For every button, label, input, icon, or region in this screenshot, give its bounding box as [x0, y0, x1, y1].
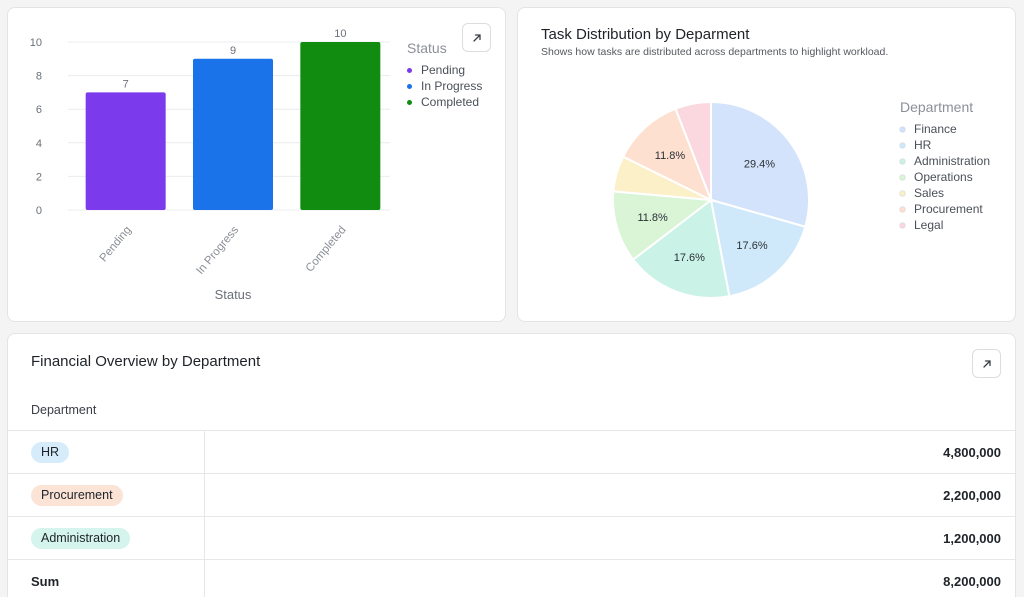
- pie-slice: [709, 198, 807, 298]
- bar: [300, 42, 381, 210]
- y-tick-label: 4: [36, 138, 42, 150]
- department-badge: HR: [31, 442, 70, 463]
- legend-item[interactable]: Operations: [900, 169, 990, 185]
- department-badge: Procurement: [31, 485, 123, 506]
- bar: [85, 92, 166, 210]
- pie-slice: [621, 107, 713, 203]
- legend-label: Procurement: [914, 202, 983, 216]
- y-tick-label: 6: [36, 104, 42, 116]
- amount-cell: 1,200,000: [943, 531, 1001, 546]
- sum-label: Sum: [31, 574, 60, 589]
- table-title: Financial Overview by Department: [31, 353, 261, 370]
- legend-dot: [900, 174, 905, 180]
- legend-label: Administration: [914, 154, 991, 168]
- bar-value-label: 7: [123, 78, 129, 90]
- legend-title: Department: [900, 99, 974, 115]
- arrow-up-right-icon: [472, 33, 481, 42]
- sum-row: Sum 8,200,000: [8, 559, 1015, 597]
- pie-slice-label: 29.4%: [744, 158, 775, 170]
- bar-value-label: 10: [334, 28, 346, 40]
- legend-label: Finance: [914, 122, 957, 136]
- bar: [193, 58, 273, 210]
- legend-item[interactable]: Finance: [900, 121, 990, 137]
- amount-cell: 2,200,000: [943, 488, 1001, 503]
- pie-chart-title: Task Distribution by Deparment: [541, 26, 750, 43]
- legend-dot: [900, 206, 905, 212]
- legend-item[interactable]: HR: [900, 137, 990, 153]
- y-tick-label: 2: [36, 171, 42, 183]
- legend-dot: [900, 222, 905, 228]
- legend-item[interactable]: Procurement: [900, 201, 990, 217]
- legend-label: HR: [914, 138, 932, 152]
- legend-dot: [900, 126, 905, 132]
- legend-label: Operations: [914, 170, 973, 184]
- y-tick-label: 10: [30, 37, 42, 49]
- legend-title: Status: [407, 40, 447, 56]
- legend-dot: [900, 142, 905, 148]
- table-row[interactable]: Procurement 2,200,000: [8, 473, 1015, 516]
- amount-cell: 4,800,000: [943, 445, 1001, 460]
- pie-slice-label: 17.6%: [674, 252, 705, 264]
- financial-overview-card: Financial Overview by Department Departm…: [7, 333, 1016, 597]
- legend-item[interactable]: Sales: [900, 185, 990, 201]
- pie-slice-label: 11.8%: [637, 212, 668, 224]
- legend-label: In Progress: [421, 79, 483, 93]
- legend-item[interactable]: In Progress: [407, 78, 482, 94]
- legend-item[interactable]: Legal: [900, 217, 990, 233]
- x-tick-label: Pending: [98, 224, 134, 264]
- y-tick-label: 8: [36, 71, 42, 83]
- legend-label: Pending: [421, 63, 466, 77]
- pie-slice: [631, 198, 731, 299]
- y-tick-label: 0: [36, 205, 42, 217]
- pie-slice: [612, 190, 714, 261]
- pie-slice: [674, 100, 712, 201]
- pie-chart-subtitle: Shows how tasks are distributed across d…: [541, 46, 889, 58]
- legend-label: Legal: [914, 218, 944, 232]
- status-bar-chart: 0 2 4 6 8 10 7 Pending 9 In Progress 10 Completed St…: [30, 28, 390, 302]
- legend-item[interactable]: Completed: [407, 94, 482, 110]
- status-legend: Status Pending In Progress Completed: [407, 40, 482, 110]
- department-legend: Department Finance HR Administration Operat…: [900, 99, 990, 233]
- x-axis-label: Status: [215, 287, 252, 302]
- department-pie-chart: 29.4% 17.6% 17.6% 11.8% 11.8%: [612, 100, 810, 299]
- legend-dot: [900, 158, 905, 164]
- department-badge: Administration: [31, 528, 131, 549]
- legend-dot: [900, 190, 905, 196]
- legend-item[interactable]: Administration: [900, 153, 990, 169]
- pie-slice-label: 11.8%: [655, 150, 686, 162]
- bar-value-label: 9: [230, 45, 236, 57]
- status-bar-chart-card: 0 2 4 6 8 10 7 Pending 9 In Progress 10 Completed St…: [7, 7, 506, 322]
- x-tick-label: In Progress: [194, 224, 241, 277]
- legend-dot: [407, 99, 412, 105]
- pie-slice: [710, 100, 810, 228]
- expand-table-button[interactable]: [972, 349, 1001, 378]
- table-row[interactable]: HR 4,800,000: [8, 430, 1015, 473]
- x-tick-label: Completed: [304, 224, 349, 274]
- legend-item[interactable]: Pending: [407, 62, 482, 78]
- arrow-up-right-icon: [982, 359, 991, 368]
- department-column-header: Department: [31, 403, 97, 417]
- pie-slice-label: 17.6%: [736, 240, 767, 252]
- legend-label: Sales: [914, 186, 945, 200]
- legend-dot: [407, 67, 412, 73]
- task-distribution-card: Task Distribution by Deparment Shows how…: [517, 7, 1016, 322]
- legend-label: Completed: [421, 95, 480, 109]
- table-row[interactable]: Administration 1,200,000: [8, 516, 1015, 559]
- expand-bar-chart-button[interactable]: [462, 23, 491, 52]
- sum-amount: 8,200,000: [943, 574, 1001, 589]
- legend-dot: [407, 83, 412, 89]
